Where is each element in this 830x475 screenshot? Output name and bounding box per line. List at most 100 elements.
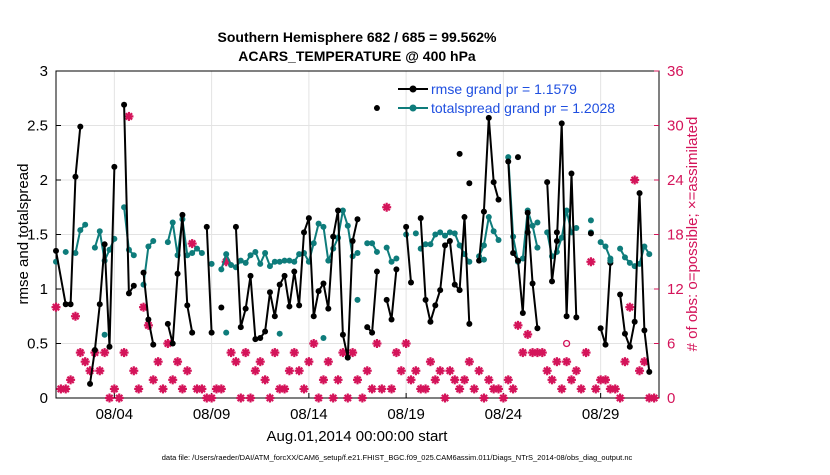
obs-assimilated-marker [139, 302, 149, 312]
rmse-point [96, 301, 103, 308]
rmse-point [296, 302, 303, 309]
x-tick-label: 08/19 [387, 406, 425, 423]
rmse-point [476, 257, 483, 264]
obs-assimilated-marker [630, 175, 640, 185]
obs-assimilated-marker [523, 329, 533, 339]
spread-point [198, 250, 205, 257]
rmse-point [553, 229, 560, 236]
obs-assimilated-marker [362, 366, 372, 376]
rmse-point [130, 282, 137, 289]
rmse-point [266, 289, 273, 296]
obs-assimilated-marker [586, 257, 596, 267]
rmse-point [383, 296, 390, 303]
obs-assimilated-marker [581, 348, 591, 358]
obs-assimilated-marker [304, 357, 314, 367]
obs-assimilated-marker [396, 366, 406, 376]
rmse-point [257, 335, 264, 342]
obs-assimilated-marker [591, 384, 601, 394]
rmse-point [276, 281, 283, 288]
rmse-point [87, 380, 94, 387]
obs-assimilated-marker [357, 393, 367, 403]
rmse-point [388, 316, 395, 323]
spread-point [276, 258, 283, 265]
rmse-point [544, 179, 551, 186]
obs-assimilated-marker [270, 348, 280, 358]
obs-assimilated-marker [635, 366, 645, 376]
spread-point [291, 258, 298, 265]
spread-point [252, 248, 259, 255]
rmse-point [466, 180, 473, 187]
rmse-point [106, 343, 113, 350]
spread-point [442, 232, 449, 239]
legend-rmse-label: rmse grand pr = 1.1579 [431, 81, 577, 97]
obs-assimilated-marker [367, 384, 377, 394]
rmse-point [456, 150, 463, 157]
obs-assimilated-marker [401, 339, 411, 348]
obs-assimilated-marker [518, 348, 528, 358]
left-axis: 0 0.5 1 1.5 2 2.5 3 [27, 63, 61, 407]
obs-assimilated-marker [168, 375, 178, 385]
rmse-point [631, 318, 638, 325]
spread-point [223, 251, 230, 258]
x-tick-label: 08/24 [485, 406, 523, 423]
obs-assimilated-marker [70, 311, 80, 321]
spread-point [587, 217, 594, 224]
right-tick-label: 36 [667, 63, 684, 80]
spread-point [563, 207, 570, 214]
obs-assimilated-marker [66, 375, 76, 385]
rmse-point [495, 196, 502, 203]
spread-point [106, 246, 113, 253]
obs-assimilated-marker [571, 366, 581, 376]
rmse-point [101, 241, 108, 248]
rmse-point [145, 316, 152, 323]
spread-point [82, 221, 89, 228]
obs-assimilated-marker [187, 239, 197, 249]
rmse-point [558, 120, 565, 127]
left-tick-label: 1 [40, 281, 48, 298]
obs-assimilated-marker [280, 384, 290, 394]
x-tick-label: 08/04 [96, 406, 134, 423]
spread-point [354, 296, 361, 303]
obs-assimilated-marker [620, 357, 630, 367]
obs-assimilated-marker [158, 384, 168, 394]
rmse-point [490, 179, 497, 186]
spread-point [534, 219, 541, 226]
rmse-point [573, 314, 580, 321]
rmse-point [446, 238, 453, 245]
rmse-point [271, 313, 278, 320]
x-axis: 08/04 08/09 08/14 08/19 08/24 08/29 [96, 393, 619, 423]
rmse-point [621, 330, 628, 337]
rmse-point [301, 229, 308, 236]
spread-point [184, 252, 191, 259]
rmse-point [373, 105, 380, 112]
rmse-point [315, 288, 322, 295]
obs-assimilated-marker [61, 384, 71, 394]
rmse-point [237, 324, 244, 331]
obs-assimilated-marker [148, 375, 158, 385]
rmse-point [641, 327, 648, 334]
rmse-point [174, 270, 181, 277]
spread-point [281, 257, 288, 264]
obs-assimilated-marker [343, 393, 353, 403]
obs-assimilated-marker [459, 375, 469, 385]
series-layer [51, 101, 659, 403]
rmse-point [422, 296, 429, 303]
spread-point [189, 250, 196, 257]
spread-point [485, 214, 492, 221]
rmse-point [247, 272, 254, 279]
spread-point [573, 224, 580, 231]
spread-point [320, 335, 327, 342]
rmse-point [602, 341, 609, 348]
rmse-point [568, 170, 575, 177]
spread-point [480, 242, 487, 249]
obs-assimilated-marker [134, 384, 144, 394]
rmse-point [407, 279, 414, 286]
rmse-point [456, 287, 463, 294]
rmse-point [529, 280, 536, 287]
spread-point [208, 260, 215, 267]
obs-assimilated-marker [255, 357, 265, 367]
spread-point [257, 260, 264, 267]
obs-assimilated-marker [484, 375, 494, 385]
rmse-point [369, 329, 376, 336]
